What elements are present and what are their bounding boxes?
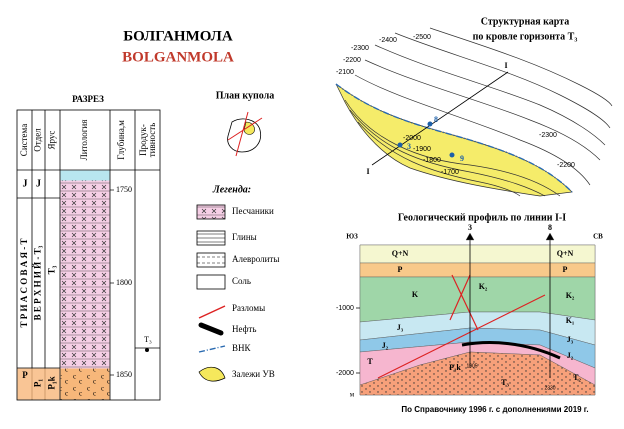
title: БОЛГАНМОЛА <box>123 28 233 44</box>
stage: P₁k <box>47 376 57 389</box>
well-label: 8 <box>434 115 438 124</box>
legend-swatches <box>196 204 226 382</box>
legend-label: Песчаники <box>232 206 274 216</box>
subtitle: BOLGANMOLA <box>122 49 234 65</box>
layer-label: J₃ <box>567 335 574 344</box>
contour-label: -1900 <box>413 146 431 153</box>
map-title: по кровле горизонта Т₃ <box>473 31 578 42</box>
permian-litho <box>60 368 110 400</box>
layer-label: T₃ <box>501 378 509 387</box>
series: J <box>36 178 41 189</box>
direction: ЮЗ <box>346 233 358 241</box>
line-end: I <box>366 167 369 176</box>
column-header: Система <box>19 124 29 156</box>
layer-label: J₃ <box>397 323 404 332</box>
dome-title: План купола <box>216 90 275 101</box>
depth-label: 1850 <box>116 370 132 379</box>
profile <box>356 232 596 396</box>
layer-label: P₁k <box>449 363 461 372</box>
profile-title: Геологический профиль по линии I-I <box>398 212 566 223</box>
triassic-litho <box>60 180 110 369</box>
layer-label: P <box>563 265 568 274</box>
column-header: Литология <box>79 120 89 161</box>
contour-label: -2300 <box>539 132 557 139</box>
contour-label: -1700 <box>441 169 459 176</box>
contour-label: -1800 <box>423 157 441 164</box>
layer-label: K <box>412 290 419 299</box>
column-header: Глубина,м <box>116 120 126 160</box>
column-header: Ярус <box>47 131 57 150</box>
column-header: тивность <box>147 123 157 158</box>
legend-label: Глины <box>232 232 257 242</box>
layer-label: Q+N <box>392 249 409 258</box>
series: P₁ <box>33 379 43 387</box>
jurassic-litho <box>60 170 110 181</box>
well-label: 8 <box>548 223 552 232</box>
layer-label: K₁ <box>566 316 575 325</box>
map-title: Структурная карта <box>481 16 569 27</box>
legend-label: Соль <box>232 276 251 286</box>
depth-label: 1750 <box>116 185 132 194</box>
well-label: 3 <box>407 142 411 151</box>
layer-label: T <box>367 357 373 366</box>
depth-label: -2000 <box>336 370 354 377</box>
section-table <box>16 109 161 401</box>
well-depth: 1905 <box>466 363 477 369</box>
system: Т Р И А С О В А Я - Т <box>19 238 29 327</box>
productive-label: Т₃ <box>144 335 152 344</box>
legend-label: Залежи УВ <box>232 369 275 379</box>
legend-label: ВНК <box>232 343 252 353</box>
system: P <box>22 370 28 380</box>
legend-title: Легенда: <box>212 184 251 195</box>
legend-label: Алевролиты <box>232 254 279 264</box>
contour-label: -2100 <box>336 69 354 76</box>
productive-dot <box>145 348 149 352</box>
depth-label: 1800 <box>116 278 132 287</box>
depth-ticks <box>110 189 114 376</box>
layer-label: K₂ <box>479 282 488 291</box>
legend-label: Разломы <box>232 303 265 313</box>
contour-label: -2300 <box>351 45 369 52</box>
column-header: Отдел <box>33 128 43 152</box>
permian-band <box>17 368 60 400</box>
layer-label: P <box>398 265 403 274</box>
contour-label: -2200 <box>557 162 575 169</box>
layer-label: Q+N <box>557 249 574 258</box>
series: В Е Р Х Н И Й - Т₃ <box>33 245 43 320</box>
contour-label: -2200 <box>343 57 361 64</box>
stage: Т₃ <box>47 265 57 274</box>
direction: СВ <box>593 233 603 241</box>
layer-label: J₂ <box>567 351 574 360</box>
contour-label: -2500 <box>413 34 431 41</box>
system: J <box>23 178 28 189</box>
well-depth: 2330 <box>544 385 555 391</box>
contour-label: -2000 <box>403 135 421 142</box>
contour-label: -2400 <box>379 37 397 44</box>
well-label: 9 <box>460 154 464 163</box>
depth-label: -1000 <box>336 305 354 312</box>
column-header: Продук- <box>138 124 148 156</box>
layer-label: J₂ <box>382 341 389 350</box>
map-wells <box>397 121 455 158</box>
footer: По Справочнику 1996 г. с дополнениями 20… <box>401 405 588 414</box>
section-title: РАЗРЕЗ <box>72 94 104 104</box>
well-label: 3 <box>468 223 472 232</box>
depth-unit: м <box>350 391 355 399</box>
line-end: I <box>504 61 507 70</box>
dome-plan <box>227 111 263 157</box>
legend-label: Нефть <box>232 324 256 334</box>
layer-label: K₂ <box>566 291 575 300</box>
structure-map <box>335 27 613 197</box>
layer-label: T₂ <box>573 373 581 382</box>
